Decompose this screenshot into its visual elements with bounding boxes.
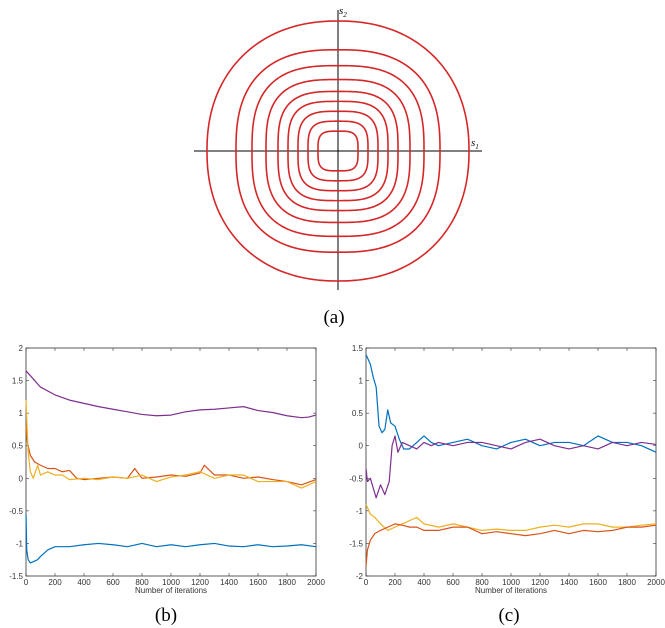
series-line-4 [365, 523, 657, 567]
x-tick-label: 800 [475, 578, 489, 587]
x-tick-label: 400 [77, 578, 91, 587]
x-tick-label: 1600 [589, 578, 607, 587]
series-line-3 [25, 400, 317, 489]
x-tick-label: 1000 [162, 578, 180, 587]
y-tick-label: 1.5 [12, 377, 24, 386]
y-tick-label: 0.5 [352, 409, 364, 418]
x-tick-label: 1800 [618, 578, 636, 587]
contour-line [297, 110, 379, 192]
x-tick-label: 800 [135, 578, 149, 587]
series-line-1 [25, 370, 317, 419]
contour-panel: s2 s1 [194, 5, 482, 290]
x-tick-label: 1400 [220, 578, 238, 587]
x-tick-label: 400 [417, 578, 431, 587]
contour-line [251, 64, 425, 238]
caption-c: (c) [498, 605, 519, 626]
x-tick-label: 1200 [191, 578, 209, 587]
series-line-2 [365, 435, 657, 499]
x-tick-label: 1600 [249, 578, 267, 587]
y-tick-label: -1.5 [349, 539, 363, 548]
plot-frame [25, 347, 317, 577]
plot-frame [365, 347, 657, 577]
x-tick-label: 600 [106, 578, 120, 587]
y-tick-label: 1.5 [352, 344, 364, 353]
y-tick-label: -0.5 [349, 474, 363, 483]
y-tick-label: -1.5 [9, 572, 23, 581]
x-axis-label: Number of iterations [135, 586, 207, 595]
caption-b: (b) [155, 605, 177, 626]
contour-line [206, 20, 470, 282]
x-tick-label: 2000 [307, 578, 325, 587]
contour-line [287, 100, 389, 202]
y-tick-label: 1 [359, 377, 364, 386]
series-line-1 [365, 354, 657, 453]
y-tick-label: 0.5 [12, 442, 24, 451]
s1-axis-label: s1 [471, 137, 479, 151]
y-tick-label: 2 [19, 344, 24, 353]
x-tick-label: 1800 [278, 578, 296, 587]
s2-axis-label: s2 [339, 5, 347, 19]
y-tick-label: -1 [16, 539, 24, 548]
x-axis-label: Number of iterations [475, 586, 547, 595]
y-tick-label: 0 [359, 442, 364, 451]
x-tick-label: 600 [446, 578, 460, 587]
contour-lines [206, 20, 470, 282]
x-tick-label: 1000 [502, 578, 520, 587]
x-tick-label: 200 [388, 578, 402, 587]
contour-line [307, 120, 369, 182]
x-tick-label: 0 [24, 578, 29, 587]
y-tick-label: 0 [19, 474, 24, 483]
series-line-4 [25, 514, 317, 564]
chart-c: 0 200 400 600 800 1000 1200 1400 1600 1800 2000 -2 -… [349, 344, 665, 595]
y-tick-label: 1 [19, 409, 24, 418]
contour-line [235, 48, 441, 254]
y-tick-label: -0.5 [9, 507, 23, 516]
contour-line [265, 78, 411, 224]
y-tick-label: -1 [356, 507, 364, 516]
chart-b: 0 200 400 600 800 1000 1200 1400 1600 1800 2000 -1.… [9, 344, 325, 595]
contour-line [317, 130, 359, 172]
x-tick-label: 2000 [647, 578, 665, 587]
contour-line [277, 90, 399, 212]
x-tick-label: 1400 [560, 578, 578, 587]
x-tick-label: 0 [364, 578, 369, 587]
caption-a: (a) [323, 307, 344, 328]
x-tick-label: 1200 [531, 578, 549, 587]
x-tick-label: 200 [48, 578, 62, 587]
y-tick-label: -2 [356, 572, 364, 581]
